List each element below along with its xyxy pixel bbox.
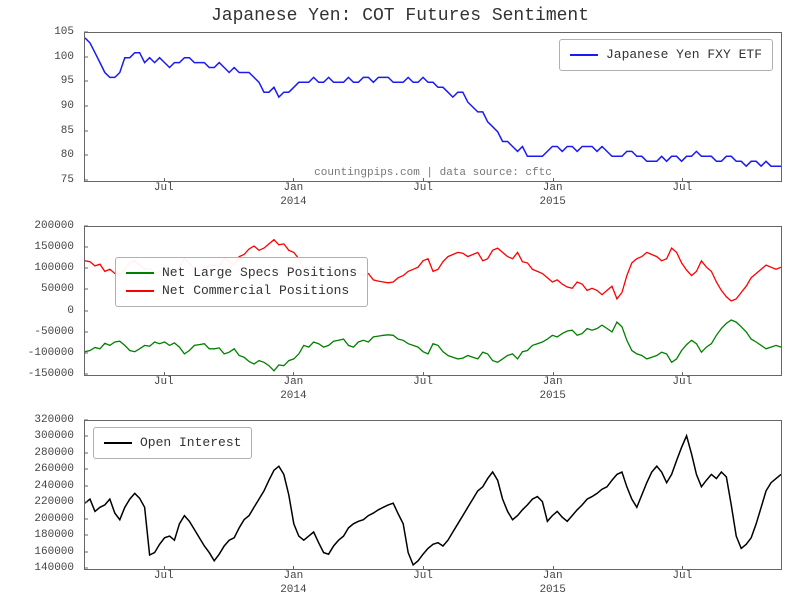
y-tick-label: 105 <box>54 26 74 38</box>
x-tick-label: Jan <box>543 376 563 388</box>
panel1-yticks: 7580859095100105 <box>0 32 80 180</box>
x-tick-label: Jul <box>672 376 692 388</box>
x-tick-year: 2014 <box>280 196 306 208</box>
series-net_large_specs <box>85 320 781 371</box>
legend-item: Japanese Yen FXY ETF <box>570 46 762 64</box>
chart-container: Japanese Yen: COT Futures Sentiment 75 80… <box>0 0 800 600</box>
legend-item: Net Large Specs Positions <box>126 264 357 282</box>
legend-swatch <box>126 290 154 292</box>
x-tick-label: Jan <box>283 570 303 582</box>
y-tick-label: 100 <box>54 51 74 63</box>
panel3-legend: Open Interest <box>93 427 252 459</box>
x-tick-label: Jul <box>672 570 692 582</box>
y-tick-label: -150000 <box>28 368 74 380</box>
panel2-positions: Net Large Specs PositionsNet Commercial … <box>84 226 782 376</box>
y-tick-label: 0 <box>67 305 74 317</box>
y-tick-label: -100000 <box>28 347 74 359</box>
x-tick-label: Jan <box>283 182 303 194</box>
y-tick-label: 320000 <box>34 414 74 426</box>
panel2-yticks: -150000-100000-5000005000010000015000020… <box>0 226 80 374</box>
attribution-text: countingpips.com | data source: cftc <box>314 167 552 179</box>
y-tick-label: 280000 <box>34 447 74 459</box>
panel2-legend: Net Large Specs PositionsNet Commercial … <box>115 257 368 307</box>
panel1-price: Japanese Yen FXY ETF countingpips.com | … <box>84 32 782 182</box>
x-tick-label: Jul <box>413 376 433 388</box>
legend-label: Japanese Yen FXY ETF <box>606 46 762 64</box>
legend-label: Open Interest <box>140 434 241 452</box>
y-tick-label: 180000 <box>34 529 74 541</box>
y-tick-label: -50000 <box>34 326 74 338</box>
y-tick-label: 240000 <box>34 480 74 492</box>
legend-swatch <box>104 442 132 444</box>
y-tick-label: 85 <box>61 125 74 137</box>
legend-item: Open Interest <box>104 434 241 452</box>
x-tick-label: Jul <box>413 570 433 582</box>
y-tick-label: 260000 <box>34 463 74 475</box>
y-tick-label: 220000 <box>34 496 74 508</box>
legend-swatch <box>570 54 598 56</box>
y-tick-label: 50000 <box>41 283 74 295</box>
legend-label: Net Commercial Positions <box>162 282 349 300</box>
y-tick-label: 75 <box>61 174 74 186</box>
panel1-legend: Japanese Yen FXY ETF <box>559 39 773 71</box>
panel3-yticks: 1400001600001800002000002200002400002600… <box>0 420 80 568</box>
x-tick-year: 2015 <box>539 196 565 208</box>
y-tick-label: 300000 <box>34 430 74 442</box>
x-tick-label: Jan <box>543 570 563 582</box>
x-tick-year: 2015 <box>539 390 565 402</box>
y-tick-label: 90 <box>61 100 74 112</box>
x-tick-label: Jul <box>672 182 692 194</box>
y-tick-label: 200000 <box>34 513 74 525</box>
panel3-oi: Open Interest <box>84 420 782 570</box>
y-tick-label: 150000 <box>34 241 74 253</box>
x-tick-year: 2014 <box>280 584 306 596</box>
legend-swatch <box>126 272 154 274</box>
y-tick-label: 140000 <box>34 562 74 574</box>
x-tick-label: Jul <box>154 182 174 194</box>
x-tick-year: 2014 <box>280 390 306 402</box>
chart-title: Japanese Yen: COT Futures Sentiment <box>0 6 800 26</box>
y-tick-label: 95 <box>61 75 74 87</box>
x-tick-label: Jul <box>413 182 433 194</box>
legend-label: Net Large Specs Positions <box>162 264 357 282</box>
x-tick-label: Jul <box>154 376 174 388</box>
y-tick-label: 200000 <box>34 220 74 232</box>
x-tick-year: 2015 <box>539 584 565 596</box>
x-tick-label: Jul <box>154 570 174 582</box>
y-tick-label: 160000 <box>34 546 74 558</box>
legend-item: Net Commercial Positions <box>126 282 357 300</box>
y-tick-label: 80 <box>61 149 74 161</box>
y-tick-label: 100000 <box>34 262 74 274</box>
x-tick-label: Jan <box>543 182 563 194</box>
x-tick-label: Jan <box>283 376 303 388</box>
